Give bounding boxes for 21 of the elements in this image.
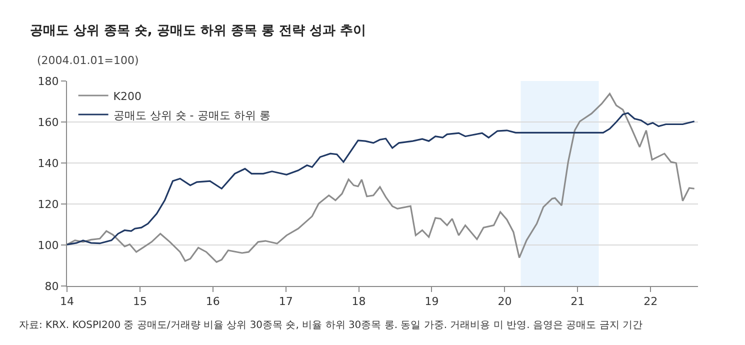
x-tick-label: 21 [570,295,585,308]
y-tick-label: 120 [38,198,59,211]
x-tick-label: 19 [424,295,439,308]
x-tick-label: 20 [498,295,512,308]
y-tick-label: 140 [38,156,59,170]
y-tick-label: 80 [44,280,59,293]
x-tick-label: 22 [644,295,658,308]
text: 자료: KRX. KOSPI200 중 공매도/거래량 비율 상위 30종목 숏, 비율 하위 30종목 롱. 동일 가중. 거래비용 미 반영. 음영은 공매도 금지 기간 [19,320,642,331]
y-tick-label: 160 [38,116,59,129]
x-tick-label: 15 [132,295,147,308]
legend-label: 공매도 상위 숏 - 공매도 하위 롱 [113,108,270,122]
x-tick-label: 14 [60,295,74,308]
chart-title: 공매도 상위 종목 숏, 공매도 하위 종목 롱 전략 성과 추이 [30,24,366,39]
x-tick-label: 18 [352,295,366,308]
legend-label: K200 [113,90,142,103]
x-tick-label: 16 [206,295,220,308]
y-tick-label: 180 [38,74,59,88]
x-tick-label: 17 [278,295,293,308]
y-tick-label: 100 [38,238,59,252]
chart-subtitle: (2004.01.01=100) [37,54,139,67]
line-series [67,112,696,246]
